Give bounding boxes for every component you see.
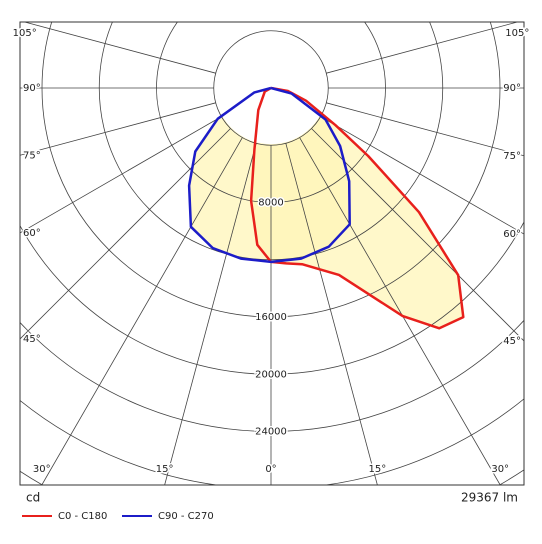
unit-label: cd <box>26 491 40 505</box>
beam-curve <box>249 86 465 330</box>
flux-label: 29367 lm <box>461 491 518 505</box>
grid-spoke <box>20 102 216 156</box>
beam-fill <box>189 88 350 262</box>
grid-spoke <box>24 22 216 74</box>
grid-spoke <box>326 22 518 74</box>
angle-label: 90° <box>23 83 41 94</box>
angle-label: 60° <box>23 228 41 239</box>
ring-label: 24000 <box>255 427 287 438</box>
grid-spoke <box>285 143 378 485</box>
angle-label: 90° <box>503 83 521 94</box>
angle-label: 75° <box>503 151 521 162</box>
ring-label: 16000 <box>255 312 287 323</box>
angle-label: 45° <box>23 334 41 345</box>
angle-label: 0° <box>265 464 276 475</box>
grid-spoke <box>311 128 524 342</box>
beam-curve <box>187 86 351 264</box>
grid-spoke <box>164 143 257 485</box>
grid-spoke <box>20 128 231 340</box>
legend-label: C90 - C270 <box>158 511 214 522</box>
ring-label: 20000 <box>255 369 287 380</box>
grid-spoke <box>41 137 243 485</box>
angle-label: 75° <box>23 150 41 161</box>
angle-label: 105° <box>505 28 529 39</box>
angle-label: 15° <box>369 464 387 475</box>
legend-label: C0 - C180 <box>58 511 107 522</box>
grid-spoke <box>299 137 501 485</box>
angle-label: 30° <box>491 464 509 475</box>
angle-label: 15° <box>156 464 174 475</box>
grid-spoke <box>20 116 222 234</box>
angle-label: 30° <box>33 464 51 475</box>
grid-spoke <box>320 116 524 235</box>
ring-label: 8000 <box>258 198 283 209</box>
angle-label: 60° <box>503 229 521 240</box>
angle-label: 105° <box>13 28 37 39</box>
grid-spoke <box>326 102 524 157</box>
plot-frame <box>19 21 525 486</box>
angle-label: 45° <box>503 336 521 347</box>
